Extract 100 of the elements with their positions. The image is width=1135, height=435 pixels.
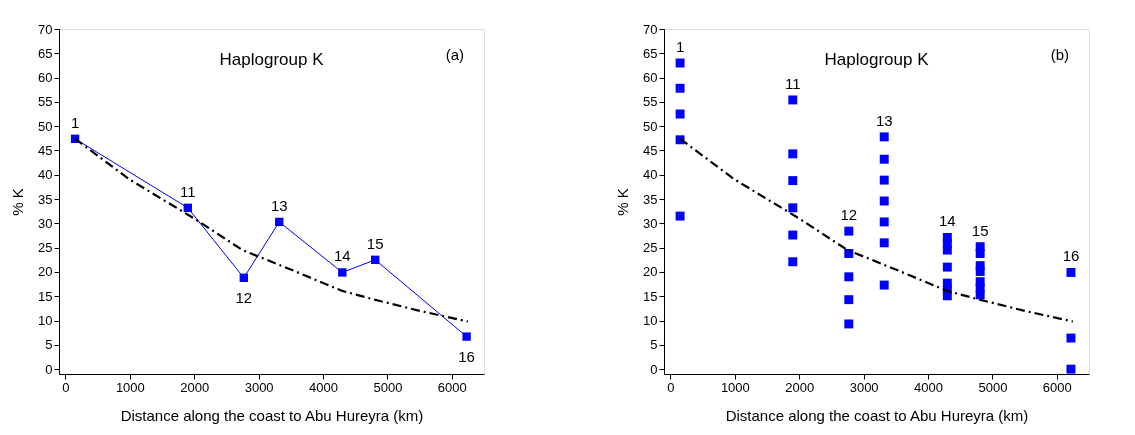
point xyxy=(844,249,854,258)
text: Haplogroup K xyxy=(824,50,930,70)
point xyxy=(239,273,248,282)
y-tick-label: 60 xyxy=(38,70,53,86)
annotation: 12 xyxy=(840,206,858,224)
y-tick-label: 15 xyxy=(643,288,658,304)
annotation: 1 xyxy=(70,113,80,131)
y-tick-label: 5 xyxy=(650,337,658,353)
y-tick-label: 35 xyxy=(643,191,658,207)
annotation: 1 xyxy=(675,38,685,56)
x-tick-label: 3000 xyxy=(849,379,879,395)
x-tick-label: 6000 xyxy=(1042,379,1072,395)
point xyxy=(1066,364,1076,374)
y-tick-label: 35 xyxy=(38,191,53,207)
y-tick-label: 70 xyxy=(643,21,658,37)
point xyxy=(942,291,952,301)
x-tick-label: 0 xyxy=(62,379,70,395)
y-tick-label: 45 xyxy=(643,142,658,158)
y-tick-label: 45 xyxy=(38,142,53,158)
annotation: 16 xyxy=(1062,247,1080,265)
y-tick-label: 30 xyxy=(643,215,658,231)
y-tick-label: 10 xyxy=(38,313,53,329)
point xyxy=(675,109,685,119)
x-axis-title: Distance along the coast to Abu Hureyra (km) xyxy=(725,406,1029,424)
point xyxy=(788,257,798,267)
point xyxy=(675,58,685,68)
point xyxy=(788,95,798,105)
x-tick-label: 5000 xyxy=(373,379,403,395)
point xyxy=(183,203,192,212)
y-tick-label: 55 xyxy=(643,94,658,110)
x-axis-title: Distance along the coast to Abu Hureyra (km) xyxy=(120,406,424,424)
y-tick-label: 40 xyxy=(38,167,53,183)
x-tick-label: 2000 xyxy=(785,379,815,395)
y-tick-label: 50 xyxy=(38,118,53,134)
point xyxy=(879,175,889,185)
point xyxy=(879,217,889,227)
y-tick-label: 15 xyxy=(38,288,53,304)
x-tick-label: 0 xyxy=(667,379,675,395)
y-tick-label: 25 xyxy=(643,240,658,256)
point xyxy=(1066,333,1076,343)
y-tick-label: 0 xyxy=(45,361,53,377)
y-tick-label: 5 xyxy=(45,337,53,353)
point xyxy=(844,319,854,329)
y-tick-label: 65 xyxy=(38,45,53,61)
text: Haplogroup K xyxy=(219,50,325,70)
x-tick-label: 4000 xyxy=(914,379,943,395)
point xyxy=(788,203,798,213)
point xyxy=(788,176,798,186)
y-tick-label: 40 xyxy=(643,167,658,183)
annotation: 11 xyxy=(785,74,801,92)
y-tick-label: 30 xyxy=(38,215,53,231)
x-tick-label: 4000 xyxy=(309,379,338,395)
annotation: 14 xyxy=(333,247,351,265)
annotation: 12 xyxy=(235,288,253,306)
point xyxy=(942,262,952,272)
point xyxy=(844,272,854,282)
y-tick-label: 50 xyxy=(643,118,658,134)
y-tick-label: 55 xyxy=(38,94,53,110)
point xyxy=(879,280,889,290)
point xyxy=(844,226,854,236)
y-tick-label: 65 xyxy=(643,45,658,61)
y-tick-label: 20 xyxy=(38,264,53,280)
point xyxy=(338,268,347,277)
point xyxy=(975,290,985,300)
point xyxy=(675,83,685,93)
point xyxy=(788,230,798,240)
annotation: 15 xyxy=(971,221,989,239)
y-tick-label: 25 xyxy=(38,240,53,256)
y-tick-label: 0 xyxy=(650,361,658,377)
x-tick-label: 6000 xyxy=(437,379,467,395)
point xyxy=(879,154,889,164)
point xyxy=(462,332,471,341)
y-tick-label: 10 xyxy=(643,313,658,329)
x-tick-label: 2000 xyxy=(180,379,210,395)
x-tick-label: 1000 xyxy=(720,379,750,395)
annotation: 14 xyxy=(938,212,956,230)
y-tick-label: 20 xyxy=(643,264,658,280)
x-tick-label: 5000 xyxy=(978,379,1008,395)
point xyxy=(942,245,952,255)
y-axis-title: % K xyxy=(9,188,27,216)
annotation: 11 xyxy=(180,182,196,200)
y-tick-label: 60 xyxy=(643,70,658,86)
y-axis-title: % K xyxy=(614,188,632,216)
y-tick-label: 70 xyxy=(38,21,53,37)
x-tick-label: 3000 xyxy=(244,379,274,395)
annotation: (b) xyxy=(1050,46,1069,63)
annotation: (a) xyxy=(445,46,464,63)
point xyxy=(675,211,685,221)
point xyxy=(788,149,798,159)
point xyxy=(879,132,889,142)
point xyxy=(844,295,854,305)
point xyxy=(975,249,985,258)
point xyxy=(275,217,284,227)
x-tick-label: 1000 xyxy=(115,379,145,395)
point xyxy=(975,267,985,276)
point xyxy=(879,238,889,248)
annotation: 13 xyxy=(270,196,288,214)
annotation: 13 xyxy=(875,111,893,129)
point xyxy=(1066,267,1076,277)
annotation: 16 xyxy=(458,347,475,365)
